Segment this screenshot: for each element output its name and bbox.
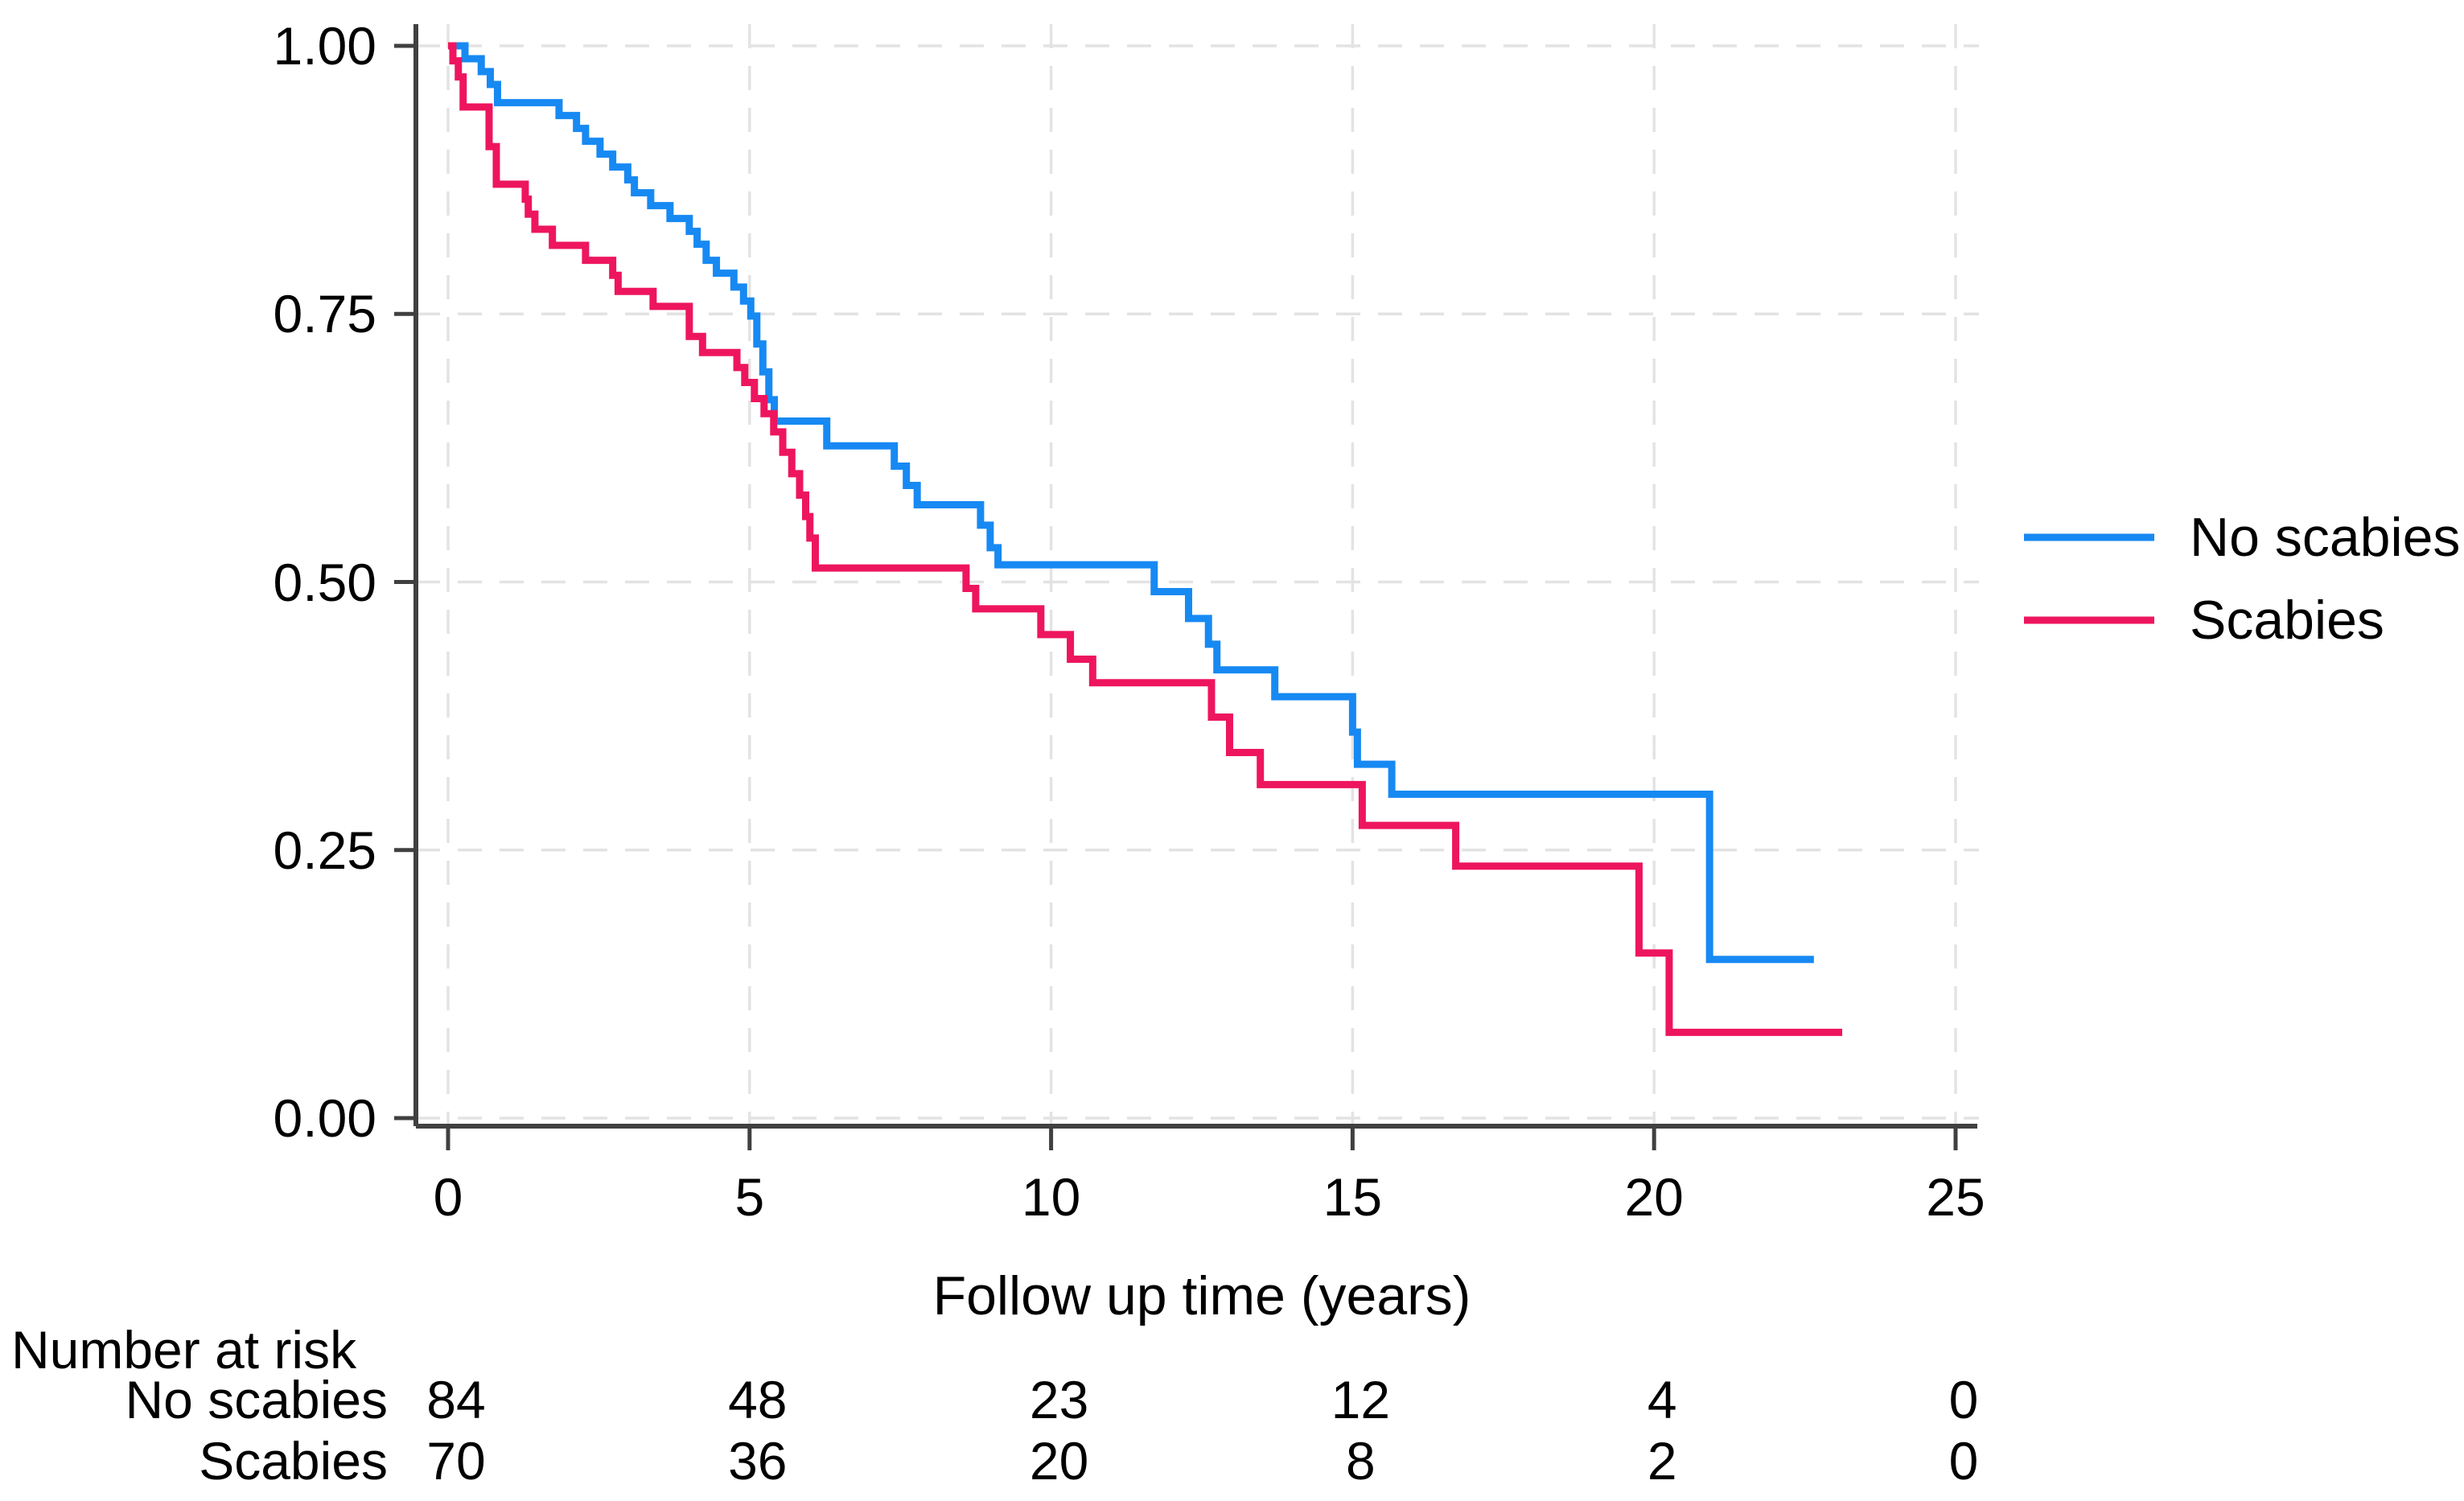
y-tick-label: 0.25: [273, 820, 376, 880]
risk-row-label: Scabies: [199, 1431, 388, 1491]
x-tick-label: 5: [734, 1167, 765, 1227]
x-tick-label: 20: [1624, 1167, 1684, 1227]
y-tick-label: 0.75: [273, 284, 376, 344]
legend-label: No scabies: [2190, 507, 2461, 568]
y-tick-label: 0.50: [273, 552, 376, 612]
risk-count: 84: [426, 1370, 486, 1429]
legend-label: Scabies: [2190, 590, 2384, 651]
x-tick-label: 10: [1021, 1167, 1081, 1227]
x-tick-label: 25: [1926, 1167, 1985, 1227]
risk-count: 12: [1331, 1370, 1391, 1429]
risk-count: 0: [1948, 1370, 1979, 1429]
risk-count: 23: [1029, 1370, 1089, 1429]
risk-count: 20: [1029, 1431, 1089, 1491]
risk-count: 0: [1948, 1431, 1979, 1491]
x-axis-title: Follow up time (years): [932, 1265, 1471, 1326]
risk-count: 4: [1647, 1370, 1677, 1429]
risk-count: 8: [1346, 1431, 1376, 1491]
risk-count: 48: [728, 1370, 788, 1429]
survival-curve-scabies: [448, 42, 1843, 1036]
x-tick-label: 0: [433, 1167, 463, 1227]
y-tick-label: 0.00: [273, 1088, 376, 1148]
risk-row-label: No scabies: [125, 1370, 389, 1429]
risk-count: 2: [1647, 1431, 1677, 1491]
risk-table-title: Number at risk: [11, 1320, 357, 1380]
survival-curve-no-scabies: [448, 42, 1814, 964]
x-tick-label: 15: [1322, 1167, 1383, 1227]
risk-count: 70: [426, 1431, 486, 1491]
risk-count: 36: [728, 1431, 788, 1491]
y-tick-label: 1.00: [273, 16, 376, 76]
